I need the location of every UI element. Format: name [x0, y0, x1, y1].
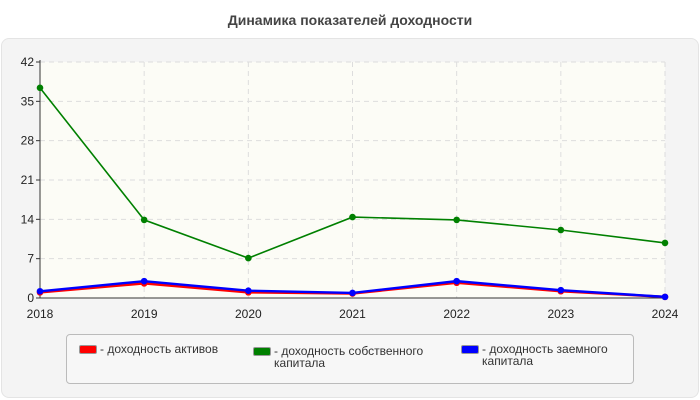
- data-point-2: [245, 287, 252, 294]
- data-point-1: [245, 254, 252, 262]
- data-point-1: [557, 226, 565, 234]
- x-tick-label: 2018: [27, 307, 54, 321]
- data-point-2: [36, 287, 44, 295]
- data-point-2: [661, 293, 669, 301]
- y-tick-label: 28: [21, 134, 35, 148]
- data-point-1: [140, 216, 148, 224]
- legend-label: - доходность собственного капитала: [274, 344, 424, 370]
- x-tick-label: 2020: [235, 307, 262, 321]
- legend-item-roe: - доходность собственного капитала: [253, 345, 453, 369]
- x-tick-label: 2021: [339, 307, 366, 321]
- y-tick-label: 0: [27, 291, 34, 305]
- y-tick-label: 14: [21, 212, 35, 226]
- x-tick-label: 2019: [131, 307, 158, 321]
- legend: - доходность активов - доходность собств…: [66, 334, 634, 384]
- data-point-2: [140, 277, 148, 285]
- chart-title: Динамика показателей доходности: [227, 12, 473, 28]
- data-point-1: [453, 216, 460, 224]
- legend-item-roa: - доходность активов: [79, 343, 249, 355]
- legend-label: - доходность активов: [100, 342, 219, 356]
- x-tick-label: 2024: [652, 307, 679, 321]
- y-tick-label: 35: [21, 94, 35, 108]
- legend-swatch: [79, 345, 97, 354]
- legend-label: - доходность заемного капитала: [482, 342, 608, 368]
- data-point-2: [453, 277, 460, 285]
- data-point-2: [557, 286, 565, 294]
- legend-swatch: [461, 345, 479, 354]
- legend-item-rod: - доходность заемного капитала: [461, 343, 631, 367]
- x-tick-label: 2022: [443, 307, 470, 321]
- y-tick-label: 7: [27, 252, 34, 266]
- y-tick-label: 42: [21, 55, 35, 69]
- legend-swatch: [253, 347, 271, 356]
- data-point-1: [661, 239, 669, 247]
- data-point-1: [36, 84, 44, 92]
- x-tick-label: 2023: [547, 307, 574, 321]
- y-tick-label: 21: [21, 173, 35, 187]
- data-point-1: [349, 213, 356, 221]
- data-point-2: [349, 289, 356, 297]
